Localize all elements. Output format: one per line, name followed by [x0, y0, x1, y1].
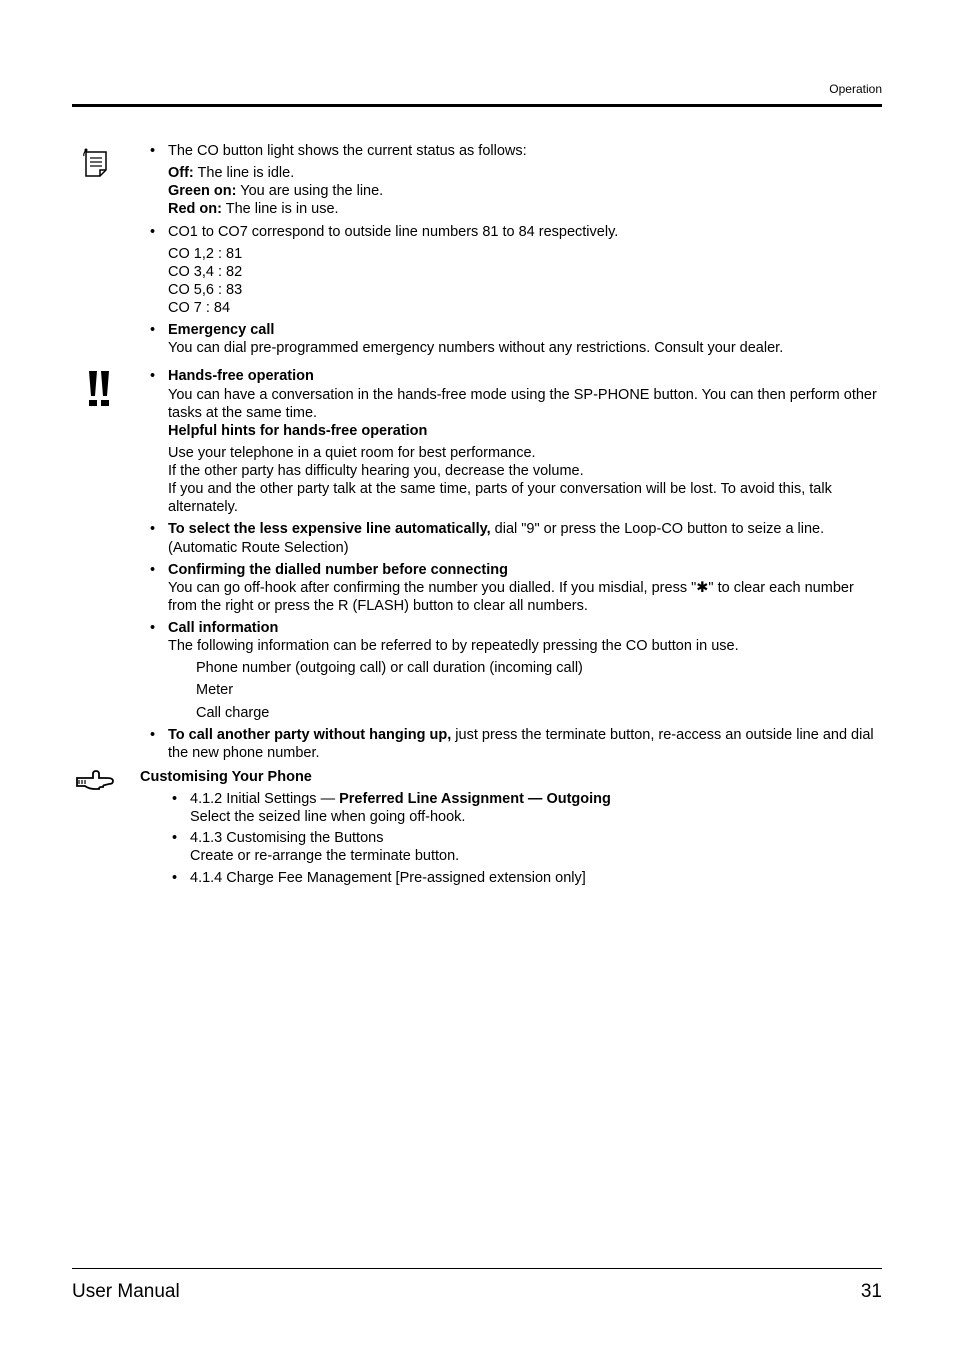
- co-map-1: CO 1,2 : 81: [168, 245, 882, 263]
- status-red: Red on: The line is in use.: [168, 200, 882, 218]
- hint-2: If the other party has difficulty hearin…: [168, 462, 882, 480]
- call-info-item: Call information The following informati…: [140, 619, 882, 722]
- co-numbers-item: CO1 to CO7 correspond to outside line nu…: [140, 223, 882, 318]
- select-line-label: To select the less expensive line automa…: [168, 521, 491, 537]
- customise-item-3: 4.1.4 Charge Fee Management [Pre-assigne…: [140, 869, 882, 887]
- co-button-status-item: The CO button light shows the current st…: [140, 142, 882, 219]
- exclamation-icon: [82, 369, 114, 409]
- customise-item-2: 4.1.3 Customising the Buttons Create or …: [140, 829, 882, 865]
- co-numbers-text: CO1 to CO7 correspond to outside line nu…: [168, 224, 618, 240]
- customise-item-1-text: Select the seized line when going off-ho…: [190, 808, 882, 826]
- select-line-item: To select the less expensive line automa…: [140, 520, 882, 556]
- info-block-1: The CO button light shows the current st…: [140, 142, 882, 357]
- call-info-label: Call information: [168, 620, 278, 636]
- hint-3: If you and the other party talk at the s…: [168, 480, 882, 516]
- hints-label: Helpful hints for hands-free operation: [168, 423, 427, 439]
- hint-1: Use your telephone in a quiet room for b…: [168, 444, 882, 462]
- pointing-hand-icon: [75, 768, 115, 792]
- co-map-4: CO 7 : 84: [168, 299, 882, 317]
- call-info-text: The following information can be referre…: [168, 637, 882, 655]
- footer-divider: [72, 1268, 882, 1269]
- confirm-label: Confirming the dialled number before con…: [168, 562, 508, 578]
- info-block-2: Hands-free operation You can have a conv…: [140, 367, 882, 762]
- call-info-sub-3: Call charge: [168, 704, 882, 722]
- customise-item-2-text: Create or re-arrange the terminate butto…: [190, 847, 882, 865]
- note-icon: [80, 146, 116, 182]
- status-green: Green on: You are using the line.: [168, 182, 882, 200]
- status-off: Off: The line is idle.: [168, 164, 882, 182]
- co-map-2: CO 3,4 : 82: [168, 263, 882, 281]
- customising-block: Customising Your Phone 4.1.2 Initial Set…: [140, 768, 882, 887]
- hands-free-item: Hands-free operation You can have a conv…: [140, 367, 882, 516]
- call-info-sub-2: Meter: [168, 681, 882, 699]
- footer-manual-label: User Manual: [72, 1281, 180, 1303]
- page-content: The CO button light shows the current st…: [140, 142, 882, 891]
- page-number: 31: [861, 1281, 882, 1303]
- header-section-label: Operation: [829, 82, 882, 96]
- confirm-number-item: Confirming the dialled number before con…: [140, 561, 882, 615]
- emergency-call-item: Emergency call You can dial pre-programm…: [140, 321, 882, 357]
- header-divider: [72, 104, 882, 107]
- hands-free-label: Hands-free operation: [168, 368, 314, 384]
- call-another-item: To call another party without hanging up…: [140, 726, 882, 762]
- emergency-text: You can dial pre-programmed emergency nu…: [168, 339, 882, 357]
- call-another-label: To call another party without hanging up…: [168, 727, 451, 743]
- emergency-label: Emergency call: [168, 322, 274, 338]
- co-status-intro: The CO button light shows the current st…: [168, 143, 527, 159]
- customising-title: Customising Your Phone: [140, 768, 882, 786]
- call-info-sub-1: Phone number (outgoing call) or call dur…: [168, 659, 882, 677]
- co-map-3: CO 5,6 : 83: [168, 281, 882, 299]
- customise-item-1: 4.1.2 Initial Settings — Preferred Line …: [140, 790, 882, 826]
- hands-free-text: You can have a conversation in the hands…: [168, 386, 882, 422]
- confirm-text: You can go off-hook after confirming the…: [168, 579, 882, 615]
